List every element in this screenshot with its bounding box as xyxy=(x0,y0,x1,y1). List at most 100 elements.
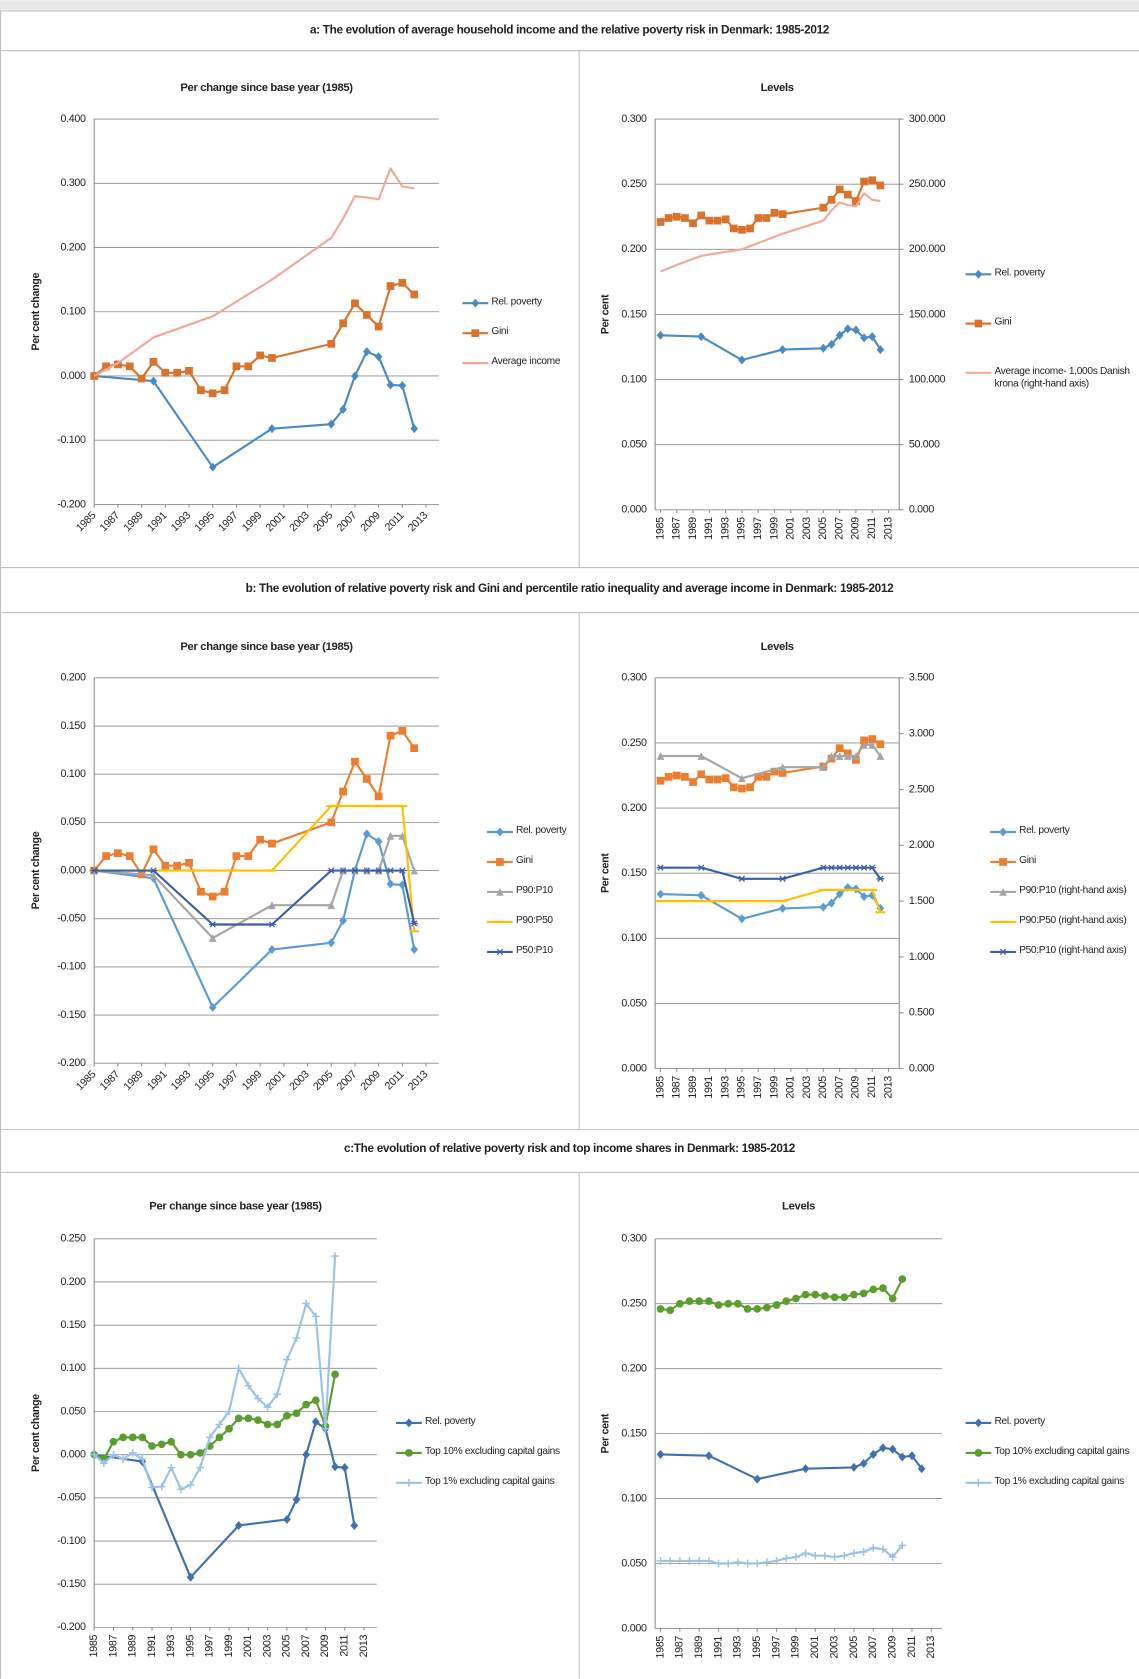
marker xyxy=(208,934,217,942)
x-tick-label: 2011 xyxy=(339,1635,351,1657)
marker xyxy=(102,362,110,371)
marker xyxy=(672,212,681,221)
marker xyxy=(398,278,407,287)
marker xyxy=(351,867,359,874)
marker xyxy=(876,903,885,913)
marker xyxy=(273,1420,282,1429)
marker xyxy=(656,218,665,226)
marker xyxy=(351,757,359,766)
marker xyxy=(681,214,689,222)
marker xyxy=(225,1407,233,1416)
x-tick-label: 2005 xyxy=(817,1076,829,1099)
legend-text: Rel. poverty xyxy=(491,295,542,308)
marker xyxy=(689,219,697,228)
legend-label: Top 10% excluding capital gains xyxy=(994,1445,1129,1457)
legend-text: Average income xyxy=(491,355,561,368)
marker xyxy=(738,875,746,882)
marker xyxy=(860,864,868,871)
marker xyxy=(879,1443,887,1453)
marker xyxy=(119,1433,127,1442)
marker xyxy=(374,792,383,801)
marker xyxy=(689,778,697,786)
marker xyxy=(664,214,673,222)
marker xyxy=(697,752,706,760)
marker xyxy=(697,211,706,220)
x-tick-label: 2007 xyxy=(833,517,845,540)
chart-title: Levels xyxy=(761,641,794,653)
marker xyxy=(128,1449,137,1457)
y-tick-label: 0.050 xyxy=(60,816,86,828)
x-tick-label: 2001 xyxy=(785,517,797,540)
marker xyxy=(852,864,860,871)
y-tick-label: 0.100 xyxy=(621,932,647,944)
marker xyxy=(869,1285,878,1294)
marker xyxy=(753,1474,762,1484)
marker xyxy=(148,1483,156,1492)
legend-text: P90:P50 xyxy=(515,914,553,927)
legend-text: Top 1% excluding capital gains xyxy=(994,1475,1124,1488)
marker xyxy=(762,772,771,781)
x-tick-label: 1989 xyxy=(687,1076,699,1099)
x-tick-label: 2007 xyxy=(867,1636,879,1659)
y-tick-label: 0.300 xyxy=(621,1233,647,1245)
legend-label: P50:P10 (right-hand axis) xyxy=(1019,944,1127,956)
marker xyxy=(898,1452,907,1462)
marker xyxy=(331,1252,339,1260)
marker xyxy=(496,858,504,866)
marker xyxy=(819,763,828,772)
y2-tick-label: 250.000 xyxy=(909,178,946,190)
marker xyxy=(254,1416,262,1424)
x-tick-label: 2005 xyxy=(848,1636,860,1659)
y-tick-label: -0.200 xyxy=(57,1057,86,1069)
marker xyxy=(138,1455,147,1463)
y-tick-label: 0.000 xyxy=(621,1622,647,1634)
marker xyxy=(705,775,714,784)
marker xyxy=(754,772,763,781)
legend-text: P90:P10 xyxy=(515,884,553,897)
marker xyxy=(302,1299,311,1308)
marker xyxy=(697,864,706,871)
marker xyxy=(268,901,276,910)
marker xyxy=(149,871,158,880)
marker xyxy=(292,1409,301,1418)
marker xyxy=(792,1553,800,1561)
legend-label: Rel. poverty xyxy=(1019,825,1070,837)
y-tick-label: 0.400 xyxy=(60,113,86,125)
marker xyxy=(405,1418,413,1428)
marker xyxy=(90,1450,99,1459)
y-tick-label: 0.000 xyxy=(621,504,647,516)
y-axis-title: Per cent change xyxy=(30,831,42,909)
series-line xyxy=(660,192,881,273)
x-tick-label: 2009 xyxy=(850,517,862,540)
marker xyxy=(90,372,99,380)
marker xyxy=(754,214,763,222)
marker xyxy=(876,752,885,760)
legend-label: Average income xyxy=(491,355,561,368)
x-tick-label: 1993 xyxy=(719,1076,731,1099)
marker xyxy=(729,224,738,233)
x-tick-label: 2013 xyxy=(925,1636,937,1659)
y-tick-label: 0.100 xyxy=(60,768,86,780)
x-tick-label: 1999 xyxy=(790,1636,802,1659)
marker xyxy=(721,215,730,224)
y-axis-title: Per cent change xyxy=(30,1394,42,1472)
marker xyxy=(398,832,407,840)
x-tick-label: 1995 xyxy=(736,1076,748,1099)
y-tick-label: 0.200 xyxy=(621,243,647,255)
legend-label: P50:P10 xyxy=(516,944,553,956)
y2-tick-label: 300.000 xyxy=(909,113,946,125)
marker xyxy=(185,858,193,867)
marker xyxy=(102,852,110,860)
y-tick-label: 0.300 xyxy=(60,177,86,189)
x-tick-label: 1991 xyxy=(703,517,715,540)
y-tick-label: 0.200 xyxy=(60,241,86,253)
marker xyxy=(850,1290,858,1299)
marker xyxy=(860,740,868,749)
marker xyxy=(999,948,1007,956)
y2-tick-label: 0.000 xyxy=(909,504,935,516)
marker xyxy=(362,311,371,319)
marker xyxy=(292,1334,301,1342)
marker xyxy=(734,1299,742,1308)
y-axis-title: Per cent xyxy=(600,1413,612,1453)
marker xyxy=(167,1463,176,1472)
